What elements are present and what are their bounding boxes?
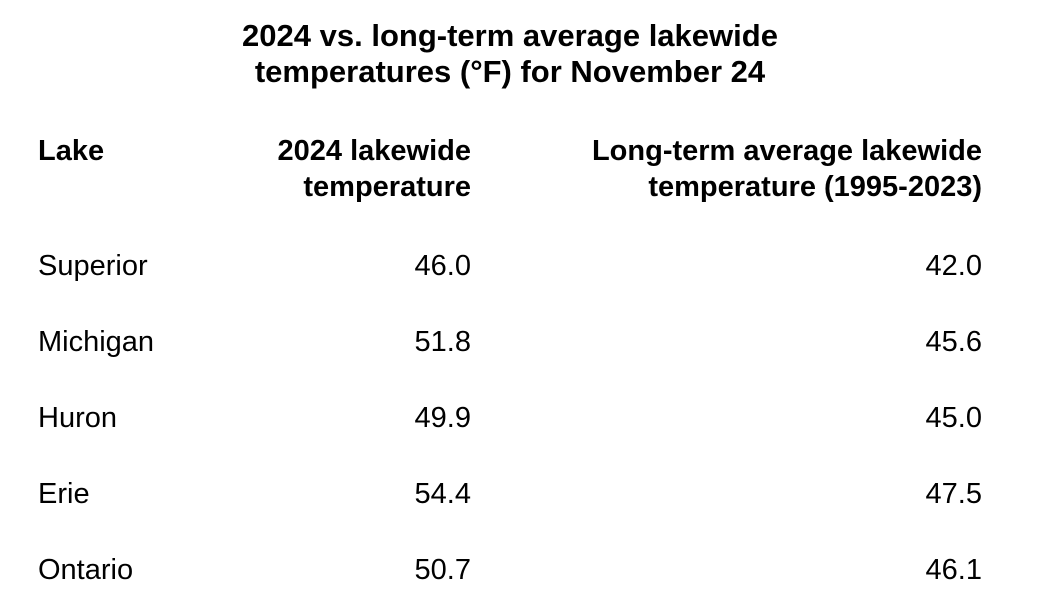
cell-lake-name: Michigan: [38, 326, 155, 358]
cell-2024-temperature: 50.7: [414, 554, 471, 586]
column-header-2024-temperature: 2024 lakewide temperature: [278, 133, 471, 205]
cell-long-term-average-temperature: 42.0: [925, 250, 982, 282]
table-title-line-2: temperatures (°F) for November 24: [254, 54, 766, 89]
cell-long-term-average-temperature: 45.6: [925, 326, 982, 358]
column-header-avg-line-2: temperature (1995-2023): [648, 171, 982, 203]
cell-2024-temperature: 54.4: [414, 478, 471, 510]
cell-2024-temperature: 51.8: [414, 326, 471, 358]
table-title: 2024 vs. long-term average lakewide temp…: [0, 18, 1020, 90]
cell-long-term-average-temperature: 45.0: [925, 402, 982, 434]
column-header-lake-label: Lake: [38, 135, 105, 167]
cell-lake-name: Erie: [38, 478, 90, 510]
column-header-2024-line-2: temperature: [303, 171, 471, 203]
column-header-avg-line-1: Long-term average lakewide: [591, 135, 982, 167]
cell-long-term-average-temperature: 47.5: [925, 478, 982, 510]
cell-lake-name: Ontario: [38, 554, 134, 586]
column-header-lake: Lake: [38, 133, 104, 169]
cell-2024-temperature: 46.0: [414, 250, 471, 282]
column-header-2024-line-1: 2024 lakewide: [277, 135, 471, 167]
cell-2024-temperature: 49.9: [414, 402, 471, 434]
column-header-long-term-average: Long-term average lakewide temperature (…: [592, 133, 982, 205]
cell-lake-name: Superior: [38, 250, 148, 282]
table-title-line-1: 2024 vs. long-term average lakewide: [242, 18, 778, 53]
cell-lake-name: Huron: [38, 402, 117, 434]
cell-long-term-average-temperature: 46.1: [925, 554, 982, 586]
